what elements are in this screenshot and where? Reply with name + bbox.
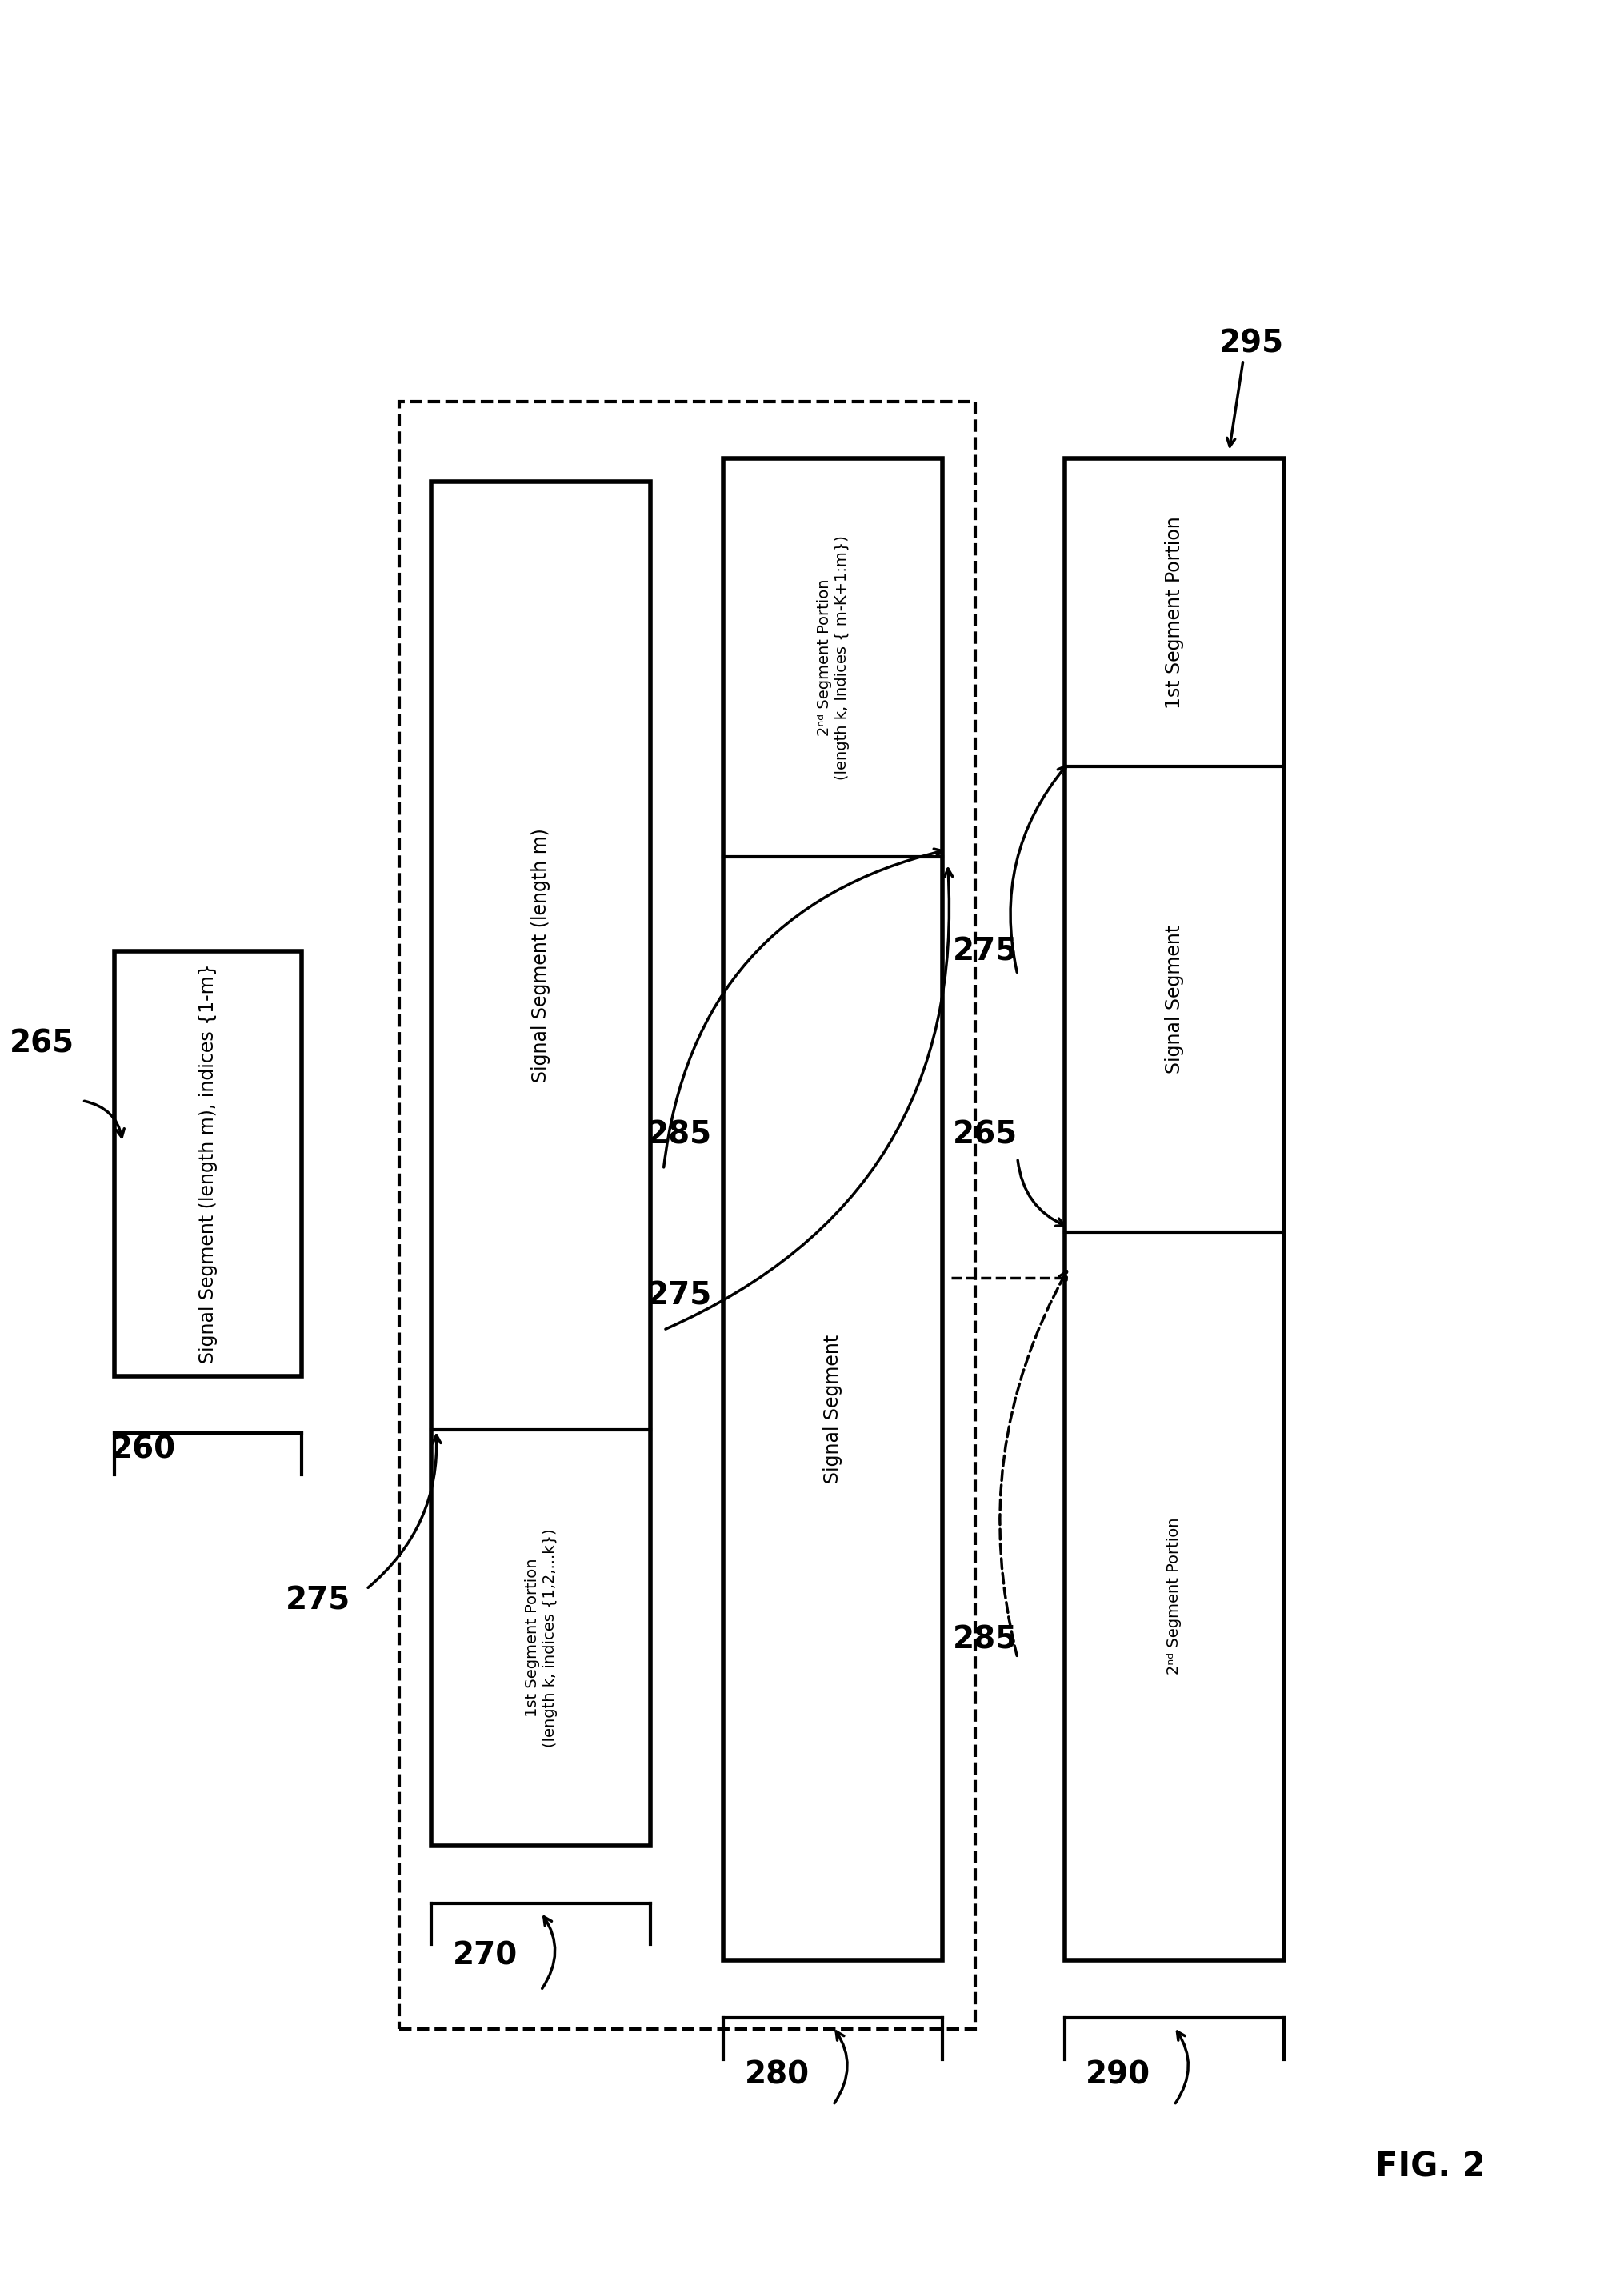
Text: 2ⁿᵈ Segment Portion
(length k, Indices { m-K+1:m}): 2ⁿᵈ Segment Portion (length k, Indices {… [817, 534, 849, 780]
Bar [398, 401, 974, 2029]
Text: 1st Segment Portion: 1st Segment Portion [1164, 516, 1184, 709]
Text: 275: 275 [952, 936, 1017, 968]
Text: 270: 270 [451, 1940, 516, 1972]
FancyArrowPatch shape [1017, 1160, 1064, 1227]
FancyArrowPatch shape [84, 1101, 123, 1137]
FancyArrowPatch shape [369, 1435, 440, 1587]
Text: 260: 260 [112, 1433, 177, 1465]
Text: 2ⁿᵈ Segment Portion: 2ⁿᵈ Segment Portion [1166, 1518, 1181, 1674]
Bar [723, 459, 942, 1961]
Text: Signal Segment (length m): Signal Segment (length m) [531, 828, 551, 1082]
Text: 290: 290 [1085, 2059, 1150, 2091]
FancyArrowPatch shape [664, 848, 942, 1167]
FancyArrowPatch shape [542, 1917, 555, 1988]
FancyArrowPatch shape [1010, 766, 1065, 972]
Text: Signal Segment: Signal Segment [1164, 924, 1184, 1073]
Text: 265: 265 [952, 1119, 1017, 1151]
Text: Signal Segment (length m), indices {1-m}: Signal Segment (length m), indices {1-m} [198, 963, 218, 1364]
Text: 275: 275 [284, 1584, 349, 1617]
FancyArrowPatch shape [999, 1270, 1067, 1656]
Text: 280: 280 [744, 2059, 809, 2091]
Text: Signal Segment: Signal Segment [823, 1335, 843, 1484]
Text: 265: 265 [10, 1027, 75, 1059]
Text: FIG. 2: FIG. 2 [1374, 2151, 1484, 2183]
Bar [1064, 459, 1283, 1961]
FancyArrowPatch shape [666, 869, 952, 1330]
Bar [115, 952, 300, 1376]
Text: 275: 275 [646, 1279, 711, 1312]
Text: 285: 285 [952, 1623, 1017, 1656]
Text: 295: 295 [1218, 328, 1283, 360]
Text: 285: 285 [646, 1119, 711, 1151]
Bar [430, 482, 650, 1846]
FancyArrowPatch shape [1226, 362, 1242, 447]
Text: 1st Segment Portion
(length k, indices {1,2,...k}): 1st Segment Portion (length k, indices {… [525, 1529, 557, 1747]
FancyArrowPatch shape [835, 2032, 846, 2103]
FancyArrowPatch shape [1174, 2032, 1187, 2103]
